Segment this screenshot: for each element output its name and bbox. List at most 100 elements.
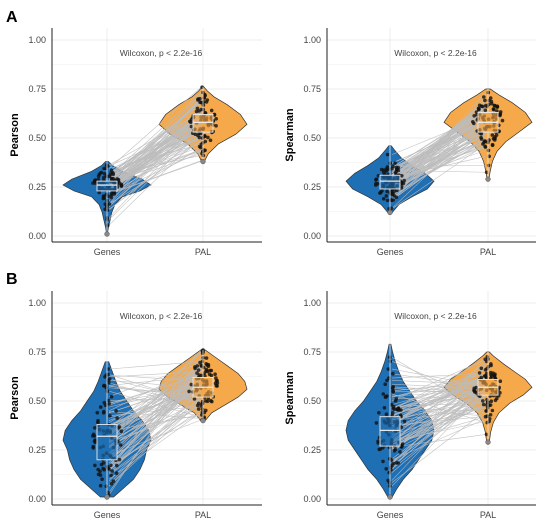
data-point: [195, 106, 200, 111]
data-point: [210, 399, 214, 404]
data-point: [378, 191, 382, 195]
pair-line: [391, 376, 487, 446]
data-point: [488, 96, 493, 100]
data-point: [384, 467, 389, 471]
x-tick-label: PAL: [195, 510, 211, 520]
data-point: [479, 135, 483, 140]
y-tick-label: 0.25: [28, 182, 46, 192]
pair-line: [391, 407, 487, 422]
data-point: [477, 371, 482, 375]
y-tick-label: 0.25: [303, 445, 321, 455]
pair-line: [108, 109, 202, 199]
data-point: [481, 399, 485, 403]
y-tick-label: 0.50: [303, 396, 321, 406]
data-point: [486, 148, 491, 153]
outlier-point: [200, 158, 206, 165]
outlier-point: [200, 417, 206, 424]
box-genes: [379, 416, 401, 447]
y-axis-label: Spearman: [284, 371, 296, 424]
y-tick-label: 1.00: [28, 35, 46, 45]
chart-title: Wilcoxon, p < 2.2e-16: [394, 48, 477, 58]
pair-line: [108, 393, 202, 442]
data-point: [477, 103, 482, 108]
pair-line: [391, 399, 487, 421]
pair-line: [391, 100, 487, 184]
data-point: [484, 375, 489, 380]
data-point: [118, 443, 123, 447]
chart-panel-2: 0.00 0.25 0.50 0.75 1.00 Pearson Wilcoxon, p <…: [9, 291, 262, 520]
paired-lines: [391, 356, 487, 487]
pair-line: [391, 104, 487, 188]
data-point: [384, 412, 389, 417]
data-point: [498, 390, 502, 395]
data-point: [102, 175, 106, 180]
pair-line: [391, 395, 487, 443]
data-point: [108, 173, 112, 177]
chart-title: Wilcoxon, p < 2.2e-16: [120, 48, 203, 58]
data-point: [385, 378, 389, 383]
pair-line: [108, 153, 202, 187]
data-point: [206, 364, 211, 369]
pair-line: [391, 126, 487, 170]
data-point: [379, 167, 384, 172]
pair-line: [391, 369, 487, 423]
pair-line: [108, 375, 202, 386]
y-axis-label: Pearson: [9, 376, 21, 420]
x-tick-label: Genes: [377, 247, 404, 257]
pair-line: [391, 404, 487, 443]
pair-line: [391, 368, 487, 409]
chart-title: Wilcoxon, p < 2.2e-16: [394, 311, 477, 321]
data-point: [482, 140, 486, 145]
pair-line: [108, 366, 202, 431]
data-point: [114, 409, 118, 413]
data-point: [391, 385, 396, 389]
y-tick-label: 0.00: [28, 231, 46, 241]
data-point: [381, 392, 386, 396]
data-point: [204, 356, 209, 360]
pair-line: [391, 416, 487, 426]
x-tick-label: Genes: [377, 510, 404, 520]
data-point: [377, 411, 381, 415]
pair-line: [391, 410, 487, 483]
pair-line: [108, 116, 202, 180]
data-point: [209, 373, 214, 378]
pair-line: [108, 403, 202, 475]
data-point: [109, 176, 114, 181]
data-point: [102, 171, 107, 176]
data-point: [400, 174, 404, 178]
data-point: [103, 375, 107, 379]
pair-line: [108, 357, 202, 441]
data-point: [378, 447, 383, 451]
data-point: [104, 484, 109, 489]
data-point: [96, 174, 101, 178]
chart-panel-1: 0.00 0.25 0.50 0.75 1.00 Spearman Wilcoxon, p …: [284, 28, 536, 257]
data-point: [474, 385, 479, 390]
pair-line: [108, 135, 202, 197]
pair-line: [108, 382, 202, 411]
data-point: [200, 359, 205, 364]
y-tick-label: 0.50: [28, 396, 46, 406]
data-point: [484, 409, 489, 413]
data-point: [212, 112, 217, 117]
box-genes: [379, 174, 401, 190]
data-point: [393, 399, 398, 403]
pair-line: [391, 131, 487, 201]
data-point: [483, 357, 488, 362]
pair-line: [108, 385, 202, 469]
data-point: [96, 177, 101, 182]
data-point: [472, 121, 476, 126]
pair-line: [108, 122, 202, 178]
data-point: [484, 170, 489, 175]
pair-line: [108, 381, 202, 414]
data-point: [489, 399, 494, 404]
y-axis-label: Spearman: [284, 108, 296, 161]
data-point: [483, 368, 488, 372]
data-point: [500, 118, 505, 123]
pair-line: [108, 371, 202, 378]
data-point: [382, 406, 387, 410]
data-point: [93, 181, 98, 185]
data-point: [391, 411, 395, 415]
data-point: [108, 414, 112, 418]
data-point: [385, 189, 389, 194]
